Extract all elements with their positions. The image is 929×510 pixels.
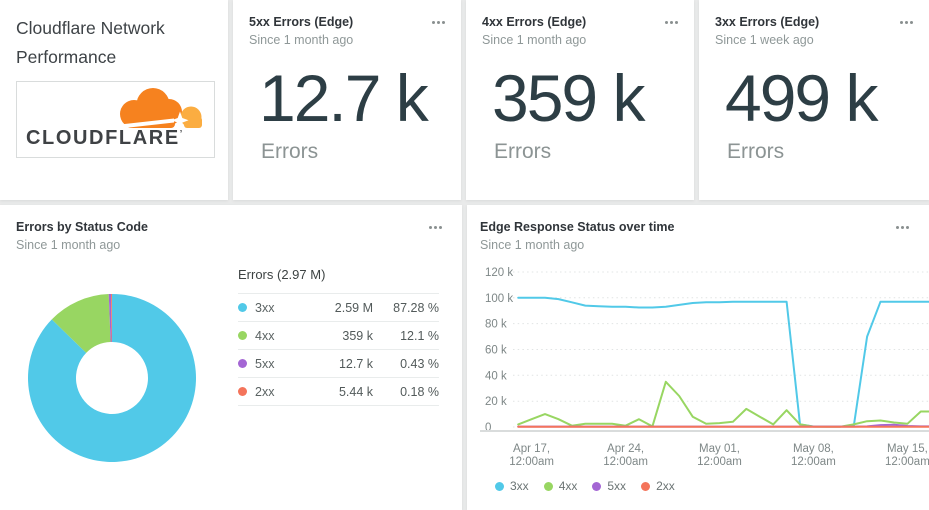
page-title: Cloudflare Network Performance xyxy=(16,14,165,71)
billboard-card-4xx-errors: 4xx Errors (Edge) Since 1 month ago 359 … xyxy=(466,0,694,200)
series-label: 5xx xyxy=(255,356,275,371)
donut-slice-5xx[interactable] xyxy=(108,294,112,343)
card-title: 5xx Errors (Edge) xyxy=(249,15,354,29)
y-axis-label: 20 k xyxy=(485,396,507,408)
chart-legend: 3xx 4xx 5xx 2xx xyxy=(495,479,675,493)
y-axis-label: 40 k xyxy=(485,370,507,382)
series-percent: 12.1 % xyxy=(400,328,439,343)
pie-legend-table: Errors (2.97 M) 3xx 2.59 M 87.28 % 4xx 3… xyxy=(238,267,439,406)
ellipsis-menu-icon[interactable] xyxy=(427,220,444,235)
pie-table-title: Errors (2.97 M) xyxy=(238,267,326,282)
ellipsis-menu-icon[interactable] xyxy=(894,220,911,235)
errors-by-status-code-card: Errors by Status Code Since 1 month ago … xyxy=(0,205,462,510)
series-label: 4xx xyxy=(255,328,275,343)
series-color-dot xyxy=(238,303,247,312)
legend-label: 2xx xyxy=(656,479,675,493)
cloudflare-logo: CLOUDFLARE’ xyxy=(16,81,215,158)
billboard-unit-label: Errors xyxy=(261,140,319,163)
series-value: 2.59 M xyxy=(334,300,373,315)
x-axis-label: May 15, 12:00am xyxy=(885,443,929,468)
legend-label: 5xx xyxy=(607,479,627,493)
billboard-card-5xx-errors: 5xx Errors (Edge) Since 1 month ago 12.7… xyxy=(233,0,461,200)
legend-item-3xx[interactable]: 3xx xyxy=(495,479,529,493)
series-color-dot xyxy=(238,359,247,368)
series-value: 12.7 k xyxy=(338,356,373,371)
donut-slice-3xx[interactable] xyxy=(28,294,197,462)
legend-color-dot xyxy=(592,481,602,491)
card-subtitle: Since 1 month ago xyxy=(249,33,354,47)
legend-color-dot xyxy=(543,481,553,491)
x-axis-label: May 01, 12:00am xyxy=(697,443,742,468)
legend-color-dot xyxy=(495,481,504,491)
legend-label: 4xx xyxy=(558,479,578,493)
billboard-card-3xx-errors: 3xx Errors (Edge) Since 1 week ago 499 k… xyxy=(699,0,929,200)
ellipsis-menu-icon[interactable] xyxy=(430,15,447,30)
series-color-dot xyxy=(238,331,247,340)
billboard-value: 359 k xyxy=(492,61,645,135)
card-subtitle: Since 1 week ago xyxy=(715,33,814,47)
series-label: 2xx xyxy=(255,384,275,399)
donut-slice-4xx[interactable] xyxy=(51,294,111,353)
cloudflare-cloud-icon xyxy=(120,88,202,129)
card-title: 3xx Errors (Edge) xyxy=(715,15,820,29)
legend-item-2xx[interactable]: 2xx xyxy=(641,479,675,493)
x-axis-label: May 08, 12:00am xyxy=(791,443,836,468)
card-subtitle: Since 1 month ago xyxy=(482,33,587,47)
card-subtitle: Since 1 month ago xyxy=(480,238,585,252)
ellipsis-menu-icon[interactable] xyxy=(663,15,680,30)
card-title: Errors by Status Code xyxy=(16,220,148,234)
y-axis-label: 60 k xyxy=(485,345,507,357)
billboard-value: 499 k xyxy=(725,61,878,135)
card-subtitle: Since 1 month ago xyxy=(16,238,121,252)
series-percent: 0.43 % xyxy=(400,356,439,371)
x-axis-label: Apr 24, 12:00am xyxy=(603,443,648,468)
legend-item-5xx[interactable]: 5xx xyxy=(592,479,626,493)
series-label: 3xx xyxy=(255,300,275,315)
y-axis-label: 80 k xyxy=(485,319,507,331)
edge-response-status-card: Edge Response Status over time Since 1 m… xyxy=(467,205,929,510)
wordmark-trademark: ’ xyxy=(179,128,183,139)
y-axis-label: 0 xyxy=(485,422,491,434)
legend-color-dot xyxy=(641,481,651,491)
billboard-unit-label: Errors xyxy=(494,140,552,163)
legend-item-4xx[interactable]: 4xx xyxy=(543,479,578,493)
edge-response-line-chart[interactable]: 120 k 100 k 80 k 60 k 40 k 20 k 0 Apr 17, 12:00a… xyxy=(467,205,929,473)
line-series-3xx[interactable] xyxy=(517,296,929,428)
card-title: 4xx Errors (Edge) xyxy=(482,15,587,29)
page-title-line1: Cloudflare Network xyxy=(16,18,165,38)
series-value: 359 k xyxy=(342,328,373,343)
line-series-4xx[interactable] xyxy=(517,380,929,428)
cloudflare-wordmark: CLOUDFLARE’ xyxy=(26,127,183,149)
donut-slice-2xx[interactable] xyxy=(111,294,112,342)
series-color-dot xyxy=(238,387,247,396)
series-percent: 87.28 % xyxy=(393,300,439,315)
series-value: 5.44 k xyxy=(338,384,373,399)
y-axis-label: 100 k xyxy=(485,293,513,305)
series-percent: 0.18 % xyxy=(400,384,439,399)
legend-label: 3xx xyxy=(510,479,529,493)
x-axis-label: Apr 17, 12:00am xyxy=(509,443,554,468)
table-row-2xx[interactable]: 2xx 5.44 k 0.18 % xyxy=(238,377,439,406)
y-axis-label: 120 k xyxy=(485,267,513,279)
table-row-3xx[interactable]: 3xx 2.59 M 87.28 % xyxy=(238,293,439,321)
intro-card: Cloudflare Network Performance CLOUDFLAR… xyxy=(0,0,228,200)
table-row-4xx[interactable]: 4xx 359 k 12.1 % xyxy=(238,321,439,349)
table-row-5xx[interactable]: 5xx 12.7 k 0.43 % xyxy=(238,349,439,377)
errors-donut-chart[interactable] xyxy=(0,266,224,490)
ellipsis-menu-icon[interactable] xyxy=(898,15,915,30)
billboard-value: 12.7 k xyxy=(259,61,429,135)
billboard-unit-label: Errors xyxy=(727,140,785,163)
card-title: Edge Response Status over time xyxy=(480,220,675,234)
page-title-line2: Performance xyxy=(16,46,117,67)
